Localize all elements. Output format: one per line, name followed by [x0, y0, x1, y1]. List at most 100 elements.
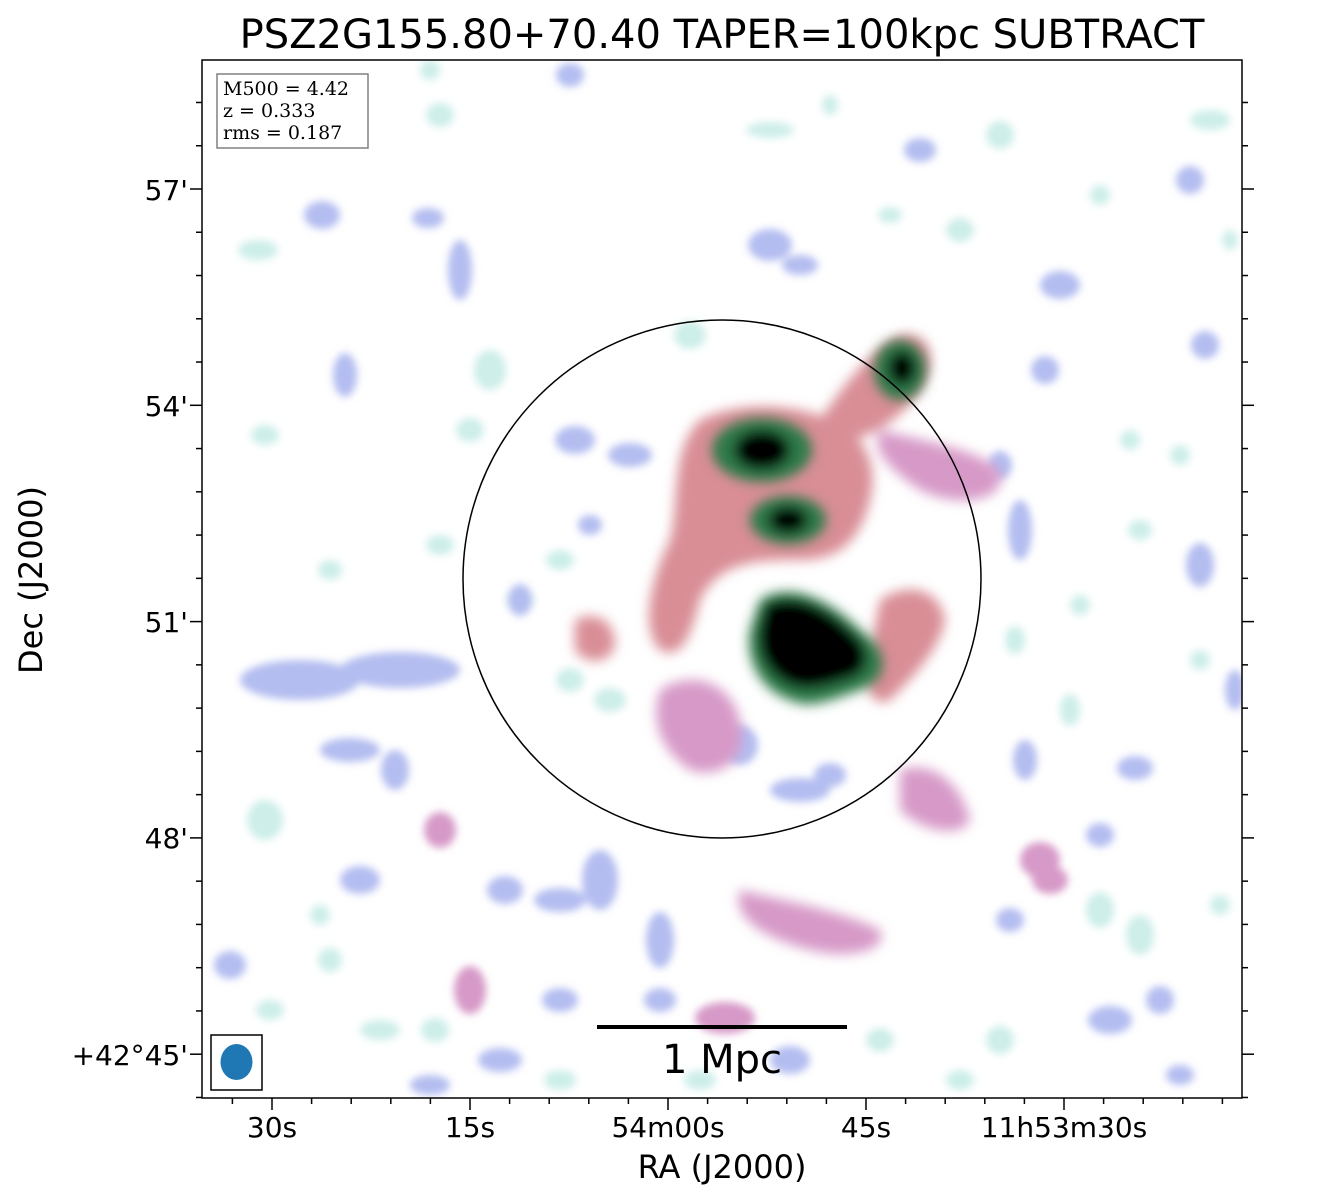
noise-blob [456, 418, 484, 442]
bright-sources [712, 340, 926, 705]
noise-blob [240, 660, 360, 700]
noise-blob [421, 1018, 449, 1042]
noise-blob [646, 912, 674, 968]
noise-blob [1190, 650, 1210, 670]
noise-blob [556, 63, 584, 87]
noise-blob [426, 535, 454, 555]
noise-blob [508, 584, 532, 616]
noise-blob [1126, 915, 1154, 955]
y-tick-label: 48' [145, 822, 188, 855]
noise-blob [594, 688, 626, 712]
noise-blob [770, 778, 830, 802]
r500-circle [462, 319, 982, 839]
noise-blob [674, 321, 706, 349]
chart-title: PSZ2G155.80+70.40 TAPER=100kpc SUBTRACT [240, 12, 1205, 58]
noise-blob [1222, 230, 1238, 250]
y-tick-label: 57' [145, 174, 188, 207]
x-tick-label: 45s [841, 1111, 891, 1144]
info-box [216, 73, 369, 149]
noise-blob [1088, 1006, 1132, 1034]
y-tick-labels: 57' 54' 51' 48' +42°45' [72, 174, 188, 1072]
noise-blob [1170, 445, 1190, 465]
noise-blob [782, 255, 818, 275]
noise-blob [1120, 430, 1140, 450]
noise-blob [448, 240, 472, 300]
noise-blob [1090, 185, 1110, 205]
y-tick-label: 54' [145, 390, 188, 423]
noise-blob [214, 951, 246, 979]
northeast-tail [888, 351, 916, 385]
noise-blob [822, 95, 838, 115]
noise-blob [487, 876, 523, 904]
noise-blob [318, 560, 342, 580]
y-axis-label: Dec (J2000) [12, 486, 50, 674]
noise-blob [340, 652, 460, 688]
noise-blob [866, 1028, 894, 1052]
x-tick-label: 11h53m30s [981, 1111, 1148, 1144]
noise-blob [556, 668, 584, 692]
noise-blob [946, 218, 974, 242]
noise-blob [1225, 670, 1242, 710]
noise-blob [534, 888, 586, 912]
noise-blob [904, 138, 936, 162]
noise-blob [247, 800, 283, 840]
noise-blob [1190, 110, 1230, 130]
info-rms: rms = 0.187 [223, 122, 342, 144]
noise-blob [320, 738, 380, 762]
noise-blob [748, 229, 792, 261]
noise-blob [1008, 500, 1032, 560]
noise-blob [256, 1000, 284, 1020]
noise-blob [310, 905, 330, 925]
east-southern-arm [866, 589, 945, 702]
noise-blob [412, 208, 444, 228]
noise-blob [426, 103, 454, 127]
noise-blob [946, 1070, 974, 1090]
noise-blob [1005, 626, 1025, 654]
noise-blob [1060, 694, 1080, 726]
noise-blob [318, 948, 342, 972]
noise-blob [986, 121, 1014, 149]
noise-blob [546, 550, 574, 570]
noise-blob [381, 750, 409, 790]
noise-blob [746, 122, 794, 138]
noise-blob [478, 1048, 522, 1072]
noise-blob [1210, 895, 1230, 915]
x-tick-label: 54m00s [611, 1111, 724, 1144]
noise-blob [1031, 356, 1059, 384]
noise-blob [608, 443, 652, 467]
southern-plume [656, 680, 742, 773]
eastern-extension [877, 430, 1002, 501]
noise-blob [1020, 842, 1060, 878]
plot-area: 1 Mpc M500 = 4.42 z = 0.333 rms = 0.187 [202, 60, 1242, 1098]
scale-bar-label: 1 Mpc [662, 1037, 782, 1083]
noise-blob [420, 60, 440, 80]
noise-blob [582, 850, 618, 910]
noise-blob [1013, 740, 1037, 780]
noise-blob [1191, 331, 1219, 359]
noise-blob [410, 1075, 450, 1095]
noise-blob [695, 1002, 755, 1034]
noise-blob [1186, 543, 1214, 587]
noise-blob [770, 1046, 810, 1074]
x-tick-label: 30s [247, 1111, 297, 1144]
noise-blob [1086, 823, 1114, 847]
noise-blob [424, 812, 456, 848]
noise-blob [644, 988, 676, 1012]
noise-blob [1128, 520, 1152, 540]
noise-blob [1146, 986, 1174, 1014]
noise-blob [986, 1026, 1014, 1054]
noise-blob [1117, 756, 1153, 780]
south-east-lobe [900, 767, 970, 831]
noise-blob [304, 201, 340, 229]
axis-ticks [190, 101, 1254, 1110]
northern-blob-lower [768, 506, 808, 534]
northern-blob-upper [734, 430, 790, 470]
x-tick-labels: 30s 15s 54m00s 45s 11h53m30s [247, 1111, 1147, 1144]
noise-blob [474, 350, 506, 390]
noise-blob [1070, 595, 1090, 615]
x-axis-label: RA (J2000) [638, 1148, 807, 1186]
info-m500: M500 = 4.42 [223, 78, 349, 100]
noise-blob [1166, 1065, 1194, 1085]
x-tick-label: 15s [445, 1111, 495, 1144]
